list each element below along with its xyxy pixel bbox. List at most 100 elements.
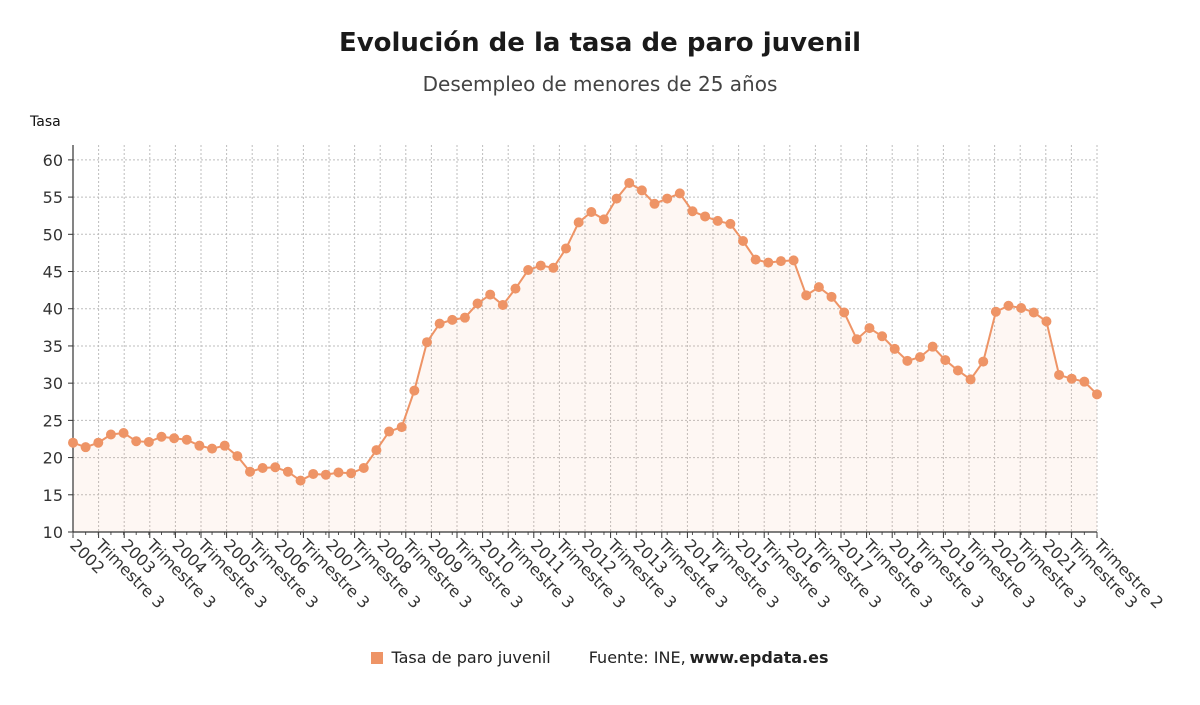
data-point[interactable] bbox=[1003, 300, 1014, 311]
data-point[interactable] bbox=[561, 243, 572, 254]
data-point[interactable] bbox=[472, 298, 483, 309]
data-point[interactable] bbox=[1079, 376, 1090, 387]
data-point[interactable] bbox=[295, 475, 306, 486]
data-point[interactable] bbox=[750, 254, 761, 265]
data-point[interactable] bbox=[687, 206, 698, 217]
data-point[interactable] bbox=[1054, 369, 1065, 380]
data-point[interactable] bbox=[864, 323, 875, 334]
data-point[interactable] bbox=[1066, 373, 1077, 384]
data-point[interactable] bbox=[624, 177, 635, 188]
y-tick-label: 55 bbox=[43, 188, 63, 207]
data-point[interactable] bbox=[131, 436, 142, 447]
data-point[interactable] bbox=[1028, 307, 1039, 318]
data-point[interactable] bbox=[990, 306, 1001, 317]
data-point[interactable] bbox=[485, 289, 496, 300]
data-point[interactable] bbox=[649, 198, 660, 209]
data-point[interactable] bbox=[447, 314, 458, 325]
data-point[interactable] bbox=[598, 214, 609, 225]
series-area bbox=[73, 182, 1097, 533]
data-point[interactable] bbox=[510, 283, 521, 294]
area-layer bbox=[73, 182, 1097, 533]
data-point[interactable] bbox=[1041, 316, 1052, 327]
data-point[interactable] bbox=[1092, 389, 1102, 400]
points-layer bbox=[68, 177, 1102, 486]
data-point[interactable] bbox=[523, 265, 534, 276]
y-tick-label: 45 bbox=[43, 263, 63, 282]
data-point[interactable] bbox=[813, 282, 824, 293]
data-point[interactable] bbox=[396, 422, 407, 433]
data-point[interactable] bbox=[889, 343, 900, 354]
data-point[interactable] bbox=[839, 307, 850, 318]
data-point[interactable] bbox=[940, 355, 951, 366]
data-point[interactable] bbox=[801, 290, 812, 301]
data-point[interactable] bbox=[851, 334, 862, 345]
data-point[interactable] bbox=[775, 256, 786, 267]
y-tick-label: 35 bbox=[43, 337, 63, 356]
data-point[interactable] bbox=[282, 466, 293, 477]
series-line bbox=[72, 181, 1098, 482]
data-point[interactable] bbox=[358, 462, 369, 473]
data-point[interactable] bbox=[965, 374, 976, 385]
data-point[interactable] bbox=[877, 331, 888, 342]
data-point[interactable] bbox=[952, 365, 963, 376]
data-point[interactable] bbox=[497, 300, 508, 311]
data-point[interactable] bbox=[257, 462, 268, 473]
series-layer bbox=[72, 181, 1098, 482]
data-point[interactable] bbox=[181, 434, 192, 445]
data-point[interactable] bbox=[169, 433, 180, 444]
data-point[interactable] bbox=[902, 355, 913, 366]
data-point[interactable] bbox=[763, 257, 774, 268]
data-point[interactable] bbox=[434, 318, 445, 329]
data-point[interactable] bbox=[725, 218, 736, 229]
data-point[interactable] bbox=[270, 462, 281, 473]
y-tick-label: 30 bbox=[43, 374, 63, 393]
data-point[interactable] bbox=[244, 466, 255, 477]
data-point[interactable] bbox=[1016, 302, 1027, 313]
data-point[interactable] bbox=[788, 255, 799, 266]
data-point[interactable] bbox=[712, 215, 723, 226]
data-point[interactable] bbox=[927, 341, 938, 352]
data-point[interactable] bbox=[333, 467, 344, 478]
data-point[interactable] bbox=[207, 443, 218, 454]
data-point[interactable] bbox=[535, 260, 546, 271]
data-point[interactable] bbox=[308, 468, 319, 479]
data-point[interactable] bbox=[611, 193, 622, 204]
data-point[interactable] bbox=[409, 385, 420, 396]
data-point[interactable] bbox=[232, 451, 243, 462]
data-point[interactable] bbox=[371, 445, 382, 456]
data-point[interactable] bbox=[143, 436, 154, 447]
axes bbox=[68, 145, 1098, 538]
data-point[interactable] bbox=[915, 352, 926, 363]
data-point[interactable] bbox=[700, 211, 711, 222]
legend: Tasa de paro juvenil Fuente: INE, www.ep… bbox=[0, 648, 1200, 667]
data-point[interactable] bbox=[826, 291, 837, 302]
source-link[interactable]: www.epdata.es bbox=[689, 648, 829, 667]
data-point[interactable] bbox=[586, 206, 597, 217]
data-point[interactable] bbox=[68, 437, 78, 448]
data-point[interactable] bbox=[93, 437, 104, 448]
y-tick-label: 15 bbox=[43, 486, 63, 505]
chart-title: Evolución de la tasa de paro juvenil bbox=[338, 28, 862, 58]
data-point[interactable] bbox=[978, 356, 989, 367]
data-point[interactable] bbox=[548, 262, 559, 273]
data-point[interactable] bbox=[118, 428, 129, 439]
data-point[interactable] bbox=[194, 440, 205, 451]
data-point[interactable] bbox=[459, 312, 470, 323]
y-tick-label: 20 bbox=[43, 449, 63, 468]
data-point[interactable] bbox=[105, 429, 116, 440]
legend-label: Tasa de paro juvenil bbox=[391, 648, 551, 667]
data-point[interactable] bbox=[346, 468, 357, 479]
y-tick-label: 60 bbox=[43, 151, 63, 170]
data-point[interactable] bbox=[674, 188, 685, 199]
data-point[interactable] bbox=[156, 431, 167, 442]
data-point[interactable] bbox=[80, 442, 91, 453]
data-point[interactable] bbox=[320, 469, 331, 480]
data-point[interactable] bbox=[421, 337, 432, 348]
data-point[interactable] bbox=[384, 426, 395, 437]
data-point[interactable] bbox=[662, 193, 673, 204]
data-point[interactable] bbox=[573, 217, 584, 228]
data-point[interactable] bbox=[219, 440, 230, 451]
data-point[interactable] bbox=[636, 185, 647, 196]
data-point[interactable] bbox=[738, 236, 749, 247]
